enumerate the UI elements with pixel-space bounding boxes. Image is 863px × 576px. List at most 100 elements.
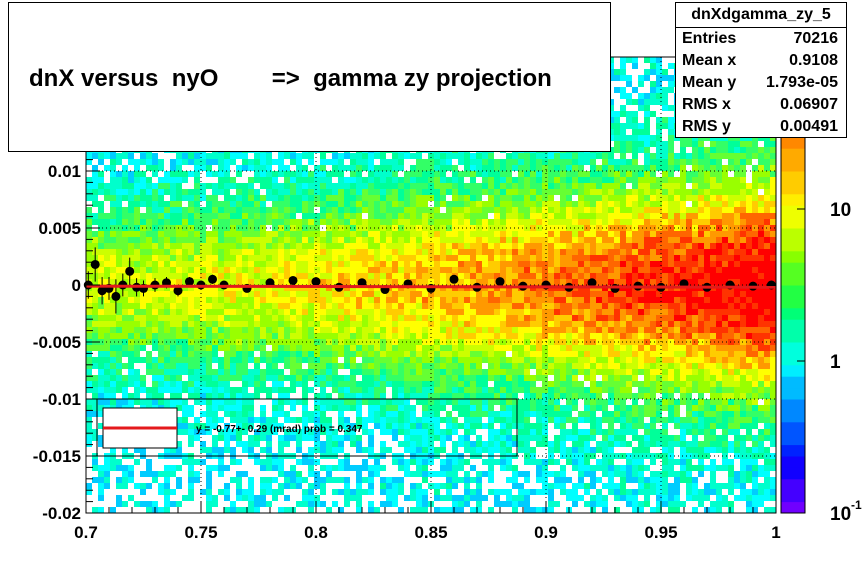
heatmap-cell bbox=[272, 219, 278, 225]
heatmap-cell bbox=[368, 207, 374, 213]
heatmap-cell bbox=[428, 441, 434, 447]
heatmap-cell bbox=[482, 249, 488, 255]
heatmap-cell bbox=[194, 219, 200, 225]
heatmap-cell bbox=[356, 153, 362, 159]
heatmap-cell bbox=[512, 159, 518, 165]
heatmap-cell bbox=[458, 183, 464, 189]
heatmap-cell bbox=[98, 273, 104, 279]
heatmap-cell bbox=[500, 369, 506, 375]
heatmap-cell bbox=[374, 465, 380, 471]
heatmap-cell bbox=[110, 237, 116, 243]
heatmap-cell bbox=[536, 471, 542, 477]
heatmap-cell bbox=[248, 417, 254, 423]
heatmap-cell bbox=[518, 189, 524, 195]
heatmap-cell bbox=[380, 159, 386, 165]
heatmap-cell bbox=[368, 501, 374, 507]
heatmap-cell bbox=[146, 249, 152, 255]
heatmap-cell bbox=[560, 315, 566, 321]
heatmap-cell bbox=[260, 297, 266, 303]
heatmap-cell bbox=[338, 165, 344, 171]
heatmap-cell bbox=[254, 375, 260, 381]
heatmap-cell bbox=[416, 153, 422, 159]
heatmap-cell bbox=[470, 309, 476, 315]
heatmap-cell bbox=[476, 321, 482, 327]
heatmap-cell bbox=[278, 351, 284, 357]
heatmap-cell bbox=[200, 165, 206, 171]
heatmap-cell bbox=[368, 201, 374, 207]
heatmap-cell bbox=[170, 315, 176, 321]
heatmap-cell bbox=[362, 399, 368, 405]
heatmap-cell bbox=[368, 435, 374, 441]
heatmap-cell bbox=[404, 327, 410, 333]
heatmap-cell bbox=[476, 153, 482, 159]
heatmap-cell bbox=[146, 285, 152, 291]
heatmap-cell bbox=[362, 243, 368, 249]
heatmap-cell bbox=[524, 435, 530, 441]
heatmap-cell bbox=[104, 381, 110, 387]
heatmap-cell bbox=[512, 219, 518, 225]
heatmap-cell bbox=[230, 285, 236, 291]
heatmap-cell bbox=[104, 483, 110, 489]
heatmap-cell bbox=[86, 231, 92, 237]
heatmap-cell bbox=[434, 447, 440, 453]
heatmap-cell bbox=[92, 237, 98, 243]
heatmap-cell bbox=[332, 303, 338, 309]
heatmap-cell bbox=[254, 441, 260, 447]
heatmap-cell bbox=[134, 369, 140, 375]
heatmap-cell bbox=[260, 183, 266, 189]
heatmap-cell bbox=[500, 423, 506, 429]
heatmap-cell bbox=[452, 231, 458, 237]
heatmap-cell bbox=[326, 321, 332, 327]
heatmap-cell bbox=[392, 369, 398, 375]
heatmap-cell bbox=[188, 423, 194, 429]
heatmap-cell bbox=[482, 231, 488, 237]
heatmap-cell bbox=[176, 207, 182, 213]
heatmap-cell bbox=[380, 477, 386, 483]
heatmap-cell bbox=[314, 255, 320, 261]
heatmap-cell bbox=[350, 195, 356, 201]
heatmap-cell bbox=[254, 291, 260, 297]
heatmap-cell bbox=[224, 195, 230, 201]
heatmap-cell bbox=[410, 417, 416, 423]
heatmap-cell bbox=[494, 249, 500, 255]
heatmap-cell bbox=[194, 297, 200, 303]
heatmap-cell bbox=[506, 309, 512, 315]
heatmap-cell bbox=[350, 321, 356, 327]
heatmap-cell bbox=[374, 291, 380, 297]
heatmap-cell bbox=[194, 399, 200, 405]
heatmap-cell bbox=[332, 219, 338, 225]
heatmap-cell bbox=[98, 471, 104, 477]
heatmap-cell bbox=[368, 417, 374, 423]
heatmap-cell bbox=[428, 309, 434, 315]
heatmap-cell bbox=[248, 201, 254, 207]
heatmap-cell bbox=[224, 183, 230, 189]
heatmap-cell bbox=[314, 393, 320, 399]
heatmap-cell bbox=[158, 183, 164, 189]
heatmap-cell bbox=[326, 507, 332, 513]
heatmap-cell bbox=[206, 345, 212, 351]
heatmap-cell bbox=[458, 381, 464, 387]
heatmap-cell bbox=[416, 429, 422, 435]
heatmap-cell bbox=[140, 483, 146, 489]
heatmap-cell bbox=[248, 381, 254, 387]
heatmap-cell bbox=[260, 417, 266, 423]
heatmap-cell bbox=[530, 345, 536, 351]
heatmap-cell bbox=[266, 183, 272, 189]
heatmap-cell bbox=[86, 435, 92, 441]
heatmap-cell bbox=[446, 165, 452, 171]
heatmap-cell bbox=[236, 405, 242, 411]
heatmap-cell bbox=[452, 465, 458, 471]
heatmap-cell bbox=[272, 357, 278, 363]
heatmap-cell bbox=[266, 273, 272, 279]
heatmap-cell bbox=[290, 195, 296, 201]
heatmap-cell bbox=[500, 261, 506, 267]
heatmap-cell bbox=[122, 165, 128, 171]
heatmap-cell bbox=[410, 201, 416, 207]
heatmap-cell bbox=[284, 267, 290, 273]
heatmap-cell bbox=[488, 417, 494, 423]
heatmap-cell bbox=[134, 171, 140, 177]
heatmap-cell bbox=[386, 297, 392, 303]
heatmap-cell bbox=[182, 423, 188, 429]
heatmap-cell bbox=[164, 447, 170, 453]
heatmap-cell bbox=[284, 213, 290, 219]
